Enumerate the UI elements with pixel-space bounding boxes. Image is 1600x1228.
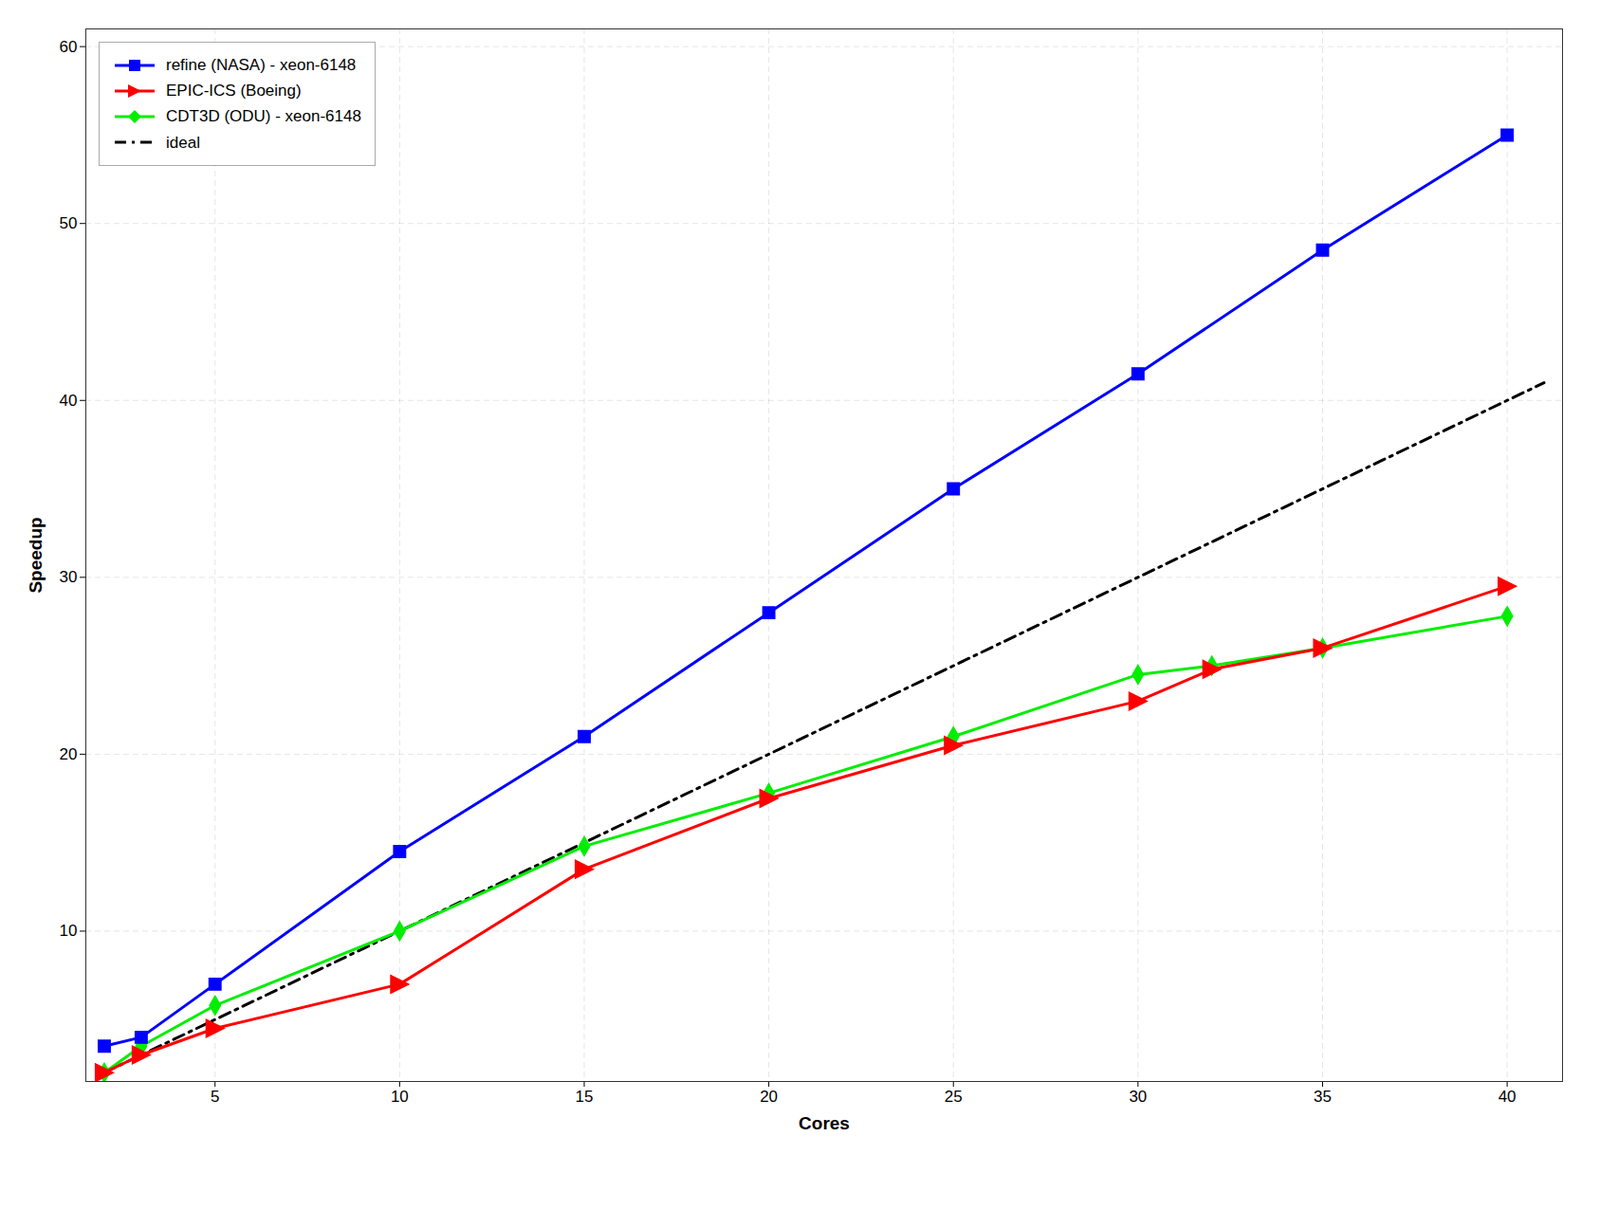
svg-text:30: 30 bbox=[59, 568, 78, 587]
html-text:CDT3D (ODU) - xeon-6148: CDT3D (ODU) - xeon-6148 bbox=[165, 107, 362, 126]
svg-text:40: 40 bbox=[1498, 1087, 1517, 1106]
html-text:refine (NASA) - xeon-6148: refine (NASA) - xeon-6148 bbox=[165, 55, 356, 74]
html-text:EPIC-ICS (Boeing): EPIC-ICS (Boeing) bbox=[165, 81, 302, 100]
svg-text:Speedup: Speedup bbox=[25, 516, 46, 593]
svg-text:40: 40 bbox=[59, 391, 78, 410]
svg-text:Cores: Cores bbox=[798, 1113, 850, 1134]
svg-text:5: 5 bbox=[210, 1087, 220, 1106]
html-text:ideal: ideal bbox=[165, 133, 201, 152]
svg-text:20: 20 bbox=[759, 1087, 778, 1106]
svg-text:20: 20 bbox=[59, 745, 78, 764]
svg-text:10: 10 bbox=[59, 921, 78, 940]
svg-text:30: 30 bbox=[1128, 1087, 1147, 1106]
svg-text:15: 15 bbox=[575, 1087, 594, 1106]
svg-text:60: 60 bbox=[59, 37, 78, 56]
svg-text:25: 25 bbox=[944, 1087, 963, 1106]
svg-text:35: 35 bbox=[1313, 1087, 1332, 1106]
svg-text:10: 10 bbox=[390, 1087, 409, 1106]
svg-text:50: 50 bbox=[59, 214, 78, 233]
